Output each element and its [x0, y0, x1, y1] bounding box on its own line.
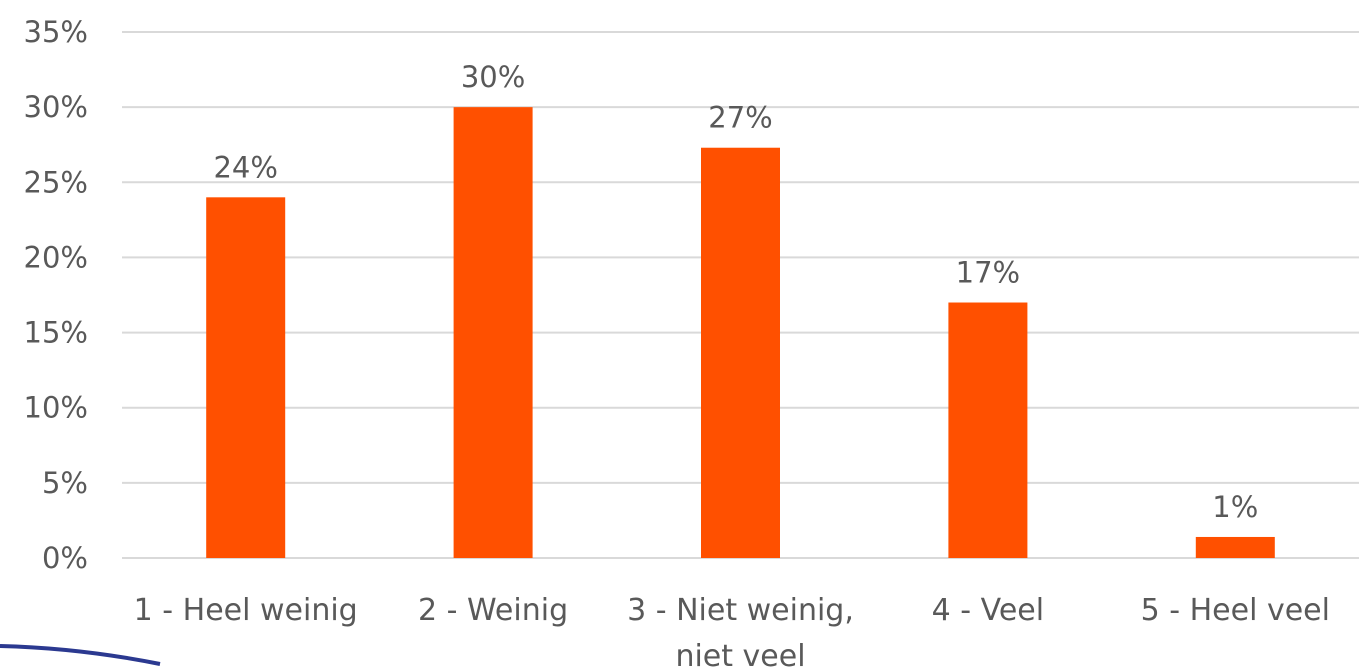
data-label: 17% — [956, 256, 1020, 290]
bar — [1195, 536, 1275, 558]
y-tick-label: 25% — [24, 165, 88, 199]
y-tick-label: 0% — [42, 541, 88, 575]
y-axis-tick-labels: 0% 5% 10% 15% 20% 25% 30% 35% — [24, 15, 88, 575]
x-category-label: 2 - Weinig — [418, 593, 568, 628]
bars — [206, 107, 1275, 559]
y-tick-label: 35% — [24, 15, 88, 49]
bar — [701, 147, 780, 558]
x-category-label: 1 - Heel weinig — [134, 593, 358, 628]
x-category-label: 5 - Heel veel — [1141, 593, 1330, 628]
data-label: 27% — [708, 101, 772, 135]
data-label: 1% — [1212, 490, 1258, 524]
y-tick-label: 10% — [24, 391, 88, 425]
data-label: 30% — [461, 60, 525, 94]
data-labels: 24% 30% 27% 17% 1% — [213, 60, 1258, 524]
y-tick-label: 30% — [24, 90, 88, 124]
y-tick-label: 20% — [24, 240, 88, 274]
bar — [206, 197, 286, 559]
y-tick-label: 15% — [24, 316, 88, 350]
bar — [453, 107, 533, 559]
data-label: 24% — [213, 150, 277, 184]
x-category-label: 3 - Niet weinig, niet veel — [627, 593, 854, 669]
bar — [948, 302, 1028, 558]
decorative-swoosh — [0, 644, 161, 666]
y-tick-label: 5% — [42, 466, 88, 500]
x-axis-category-labels: 1 - Heel weinig 2 - Weinig 3 - Niet weinig… — [134, 593, 1330, 669]
x-category-label: 4 - Veel — [932, 593, 1044, 628]
